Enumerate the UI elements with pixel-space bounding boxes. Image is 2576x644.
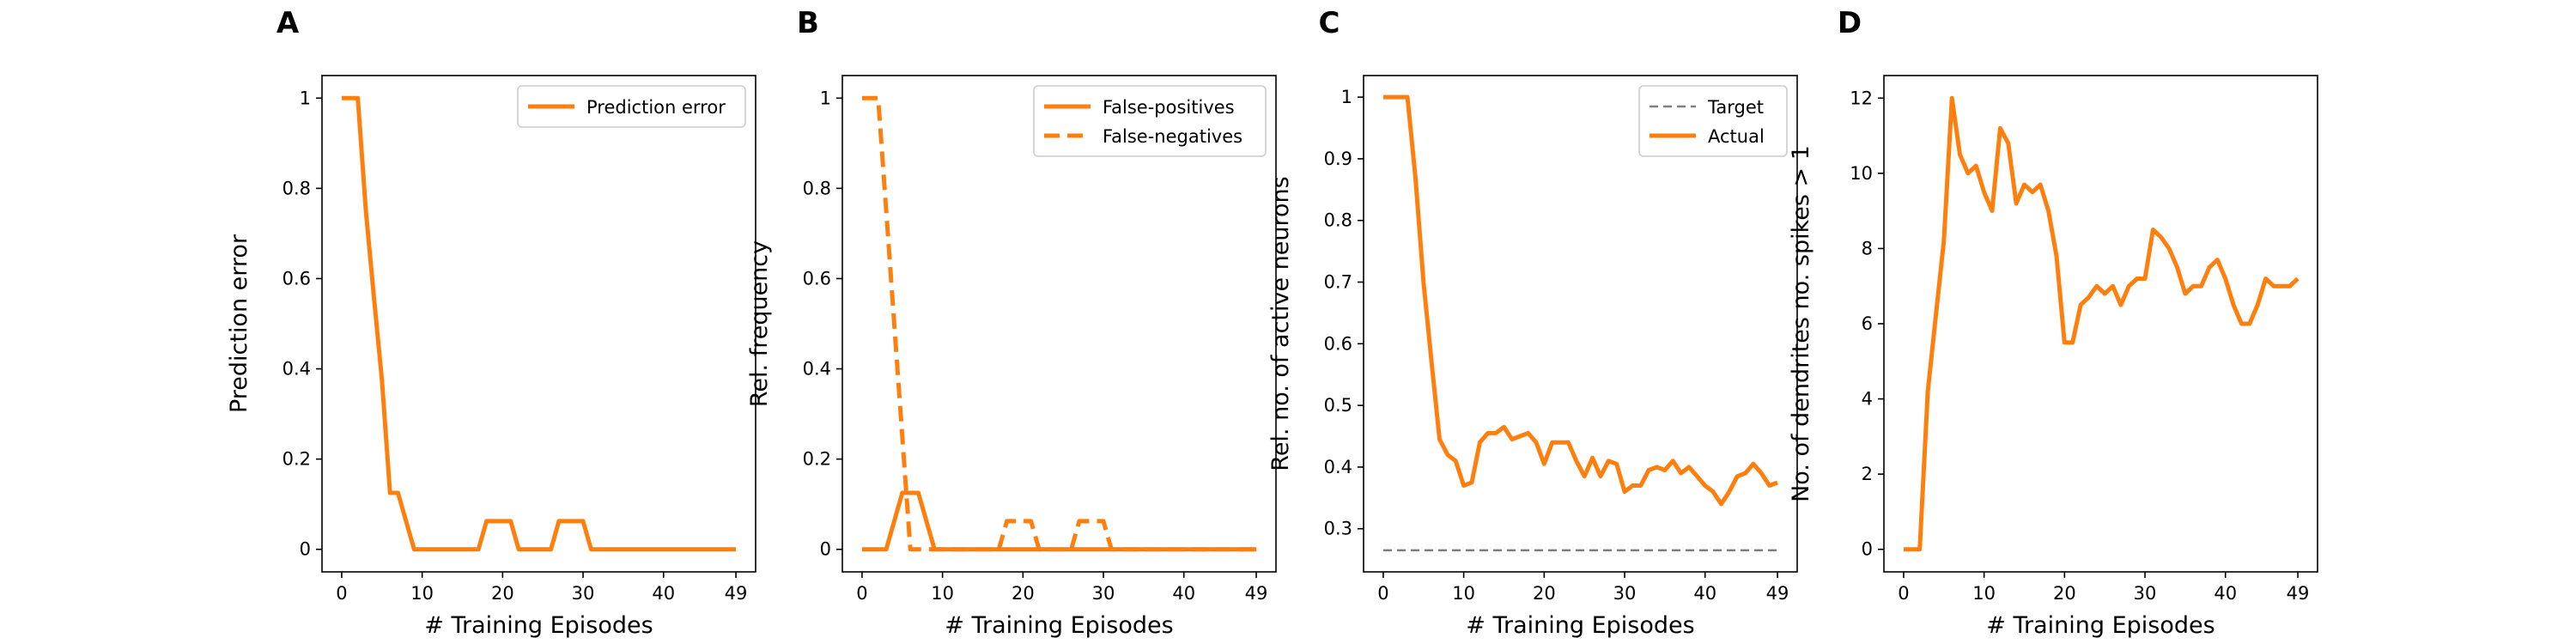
legend-label: Target bbox=[1707, 97, 1764, 118]
x-tick-label: 30 bbox=[572, 583, 595, 604]
x-tick-label: 30 bbox=[1613, 583, 1637, 604]
x-axis-label: # Training Episodes bbox=[1986, 612, 2215, 639]
panel-label: D bbox=[1838, 6, 1862, 40]
y-tick-label: 0.8 bbox=[1324, 210, 1352, 231]
y-tick-label: 0.2 bbox=[803, 449, 831, 470]
x-axis-label: # Training Episodes bbox=[1466, 612, 1694, 639]
x-tick-label: 10 bbox=[1972, 583, 1996, 604]
y-tick-label: 2 bbox=[1862, 464, 1873, 484]
panel-label: B bbox=[797, 6, 819, 40]
y-tick-label: 0 bbox=[820, 539, 831, 560]
data-line bbox=[862, 95, 1256, 552]
y-tick-label: 0.6 bbox=[1324, 333, 1352, 354]
y-tick-label: 0.6 bbox=[803, 268, 831, 289]
y-tick-label: 0.7 bbox=[1324, 272, 1352, 293]
x-tick-label: 20 bbox=[491, 583, 514, 604]
y-tick-label: 12 bbox=[1850, 88, 1873, 108]
panel-label: C bbox=[1319, 6, 1340, 40]
x-axis-label: # Training Episodes bbox=[945, 612, 1173, 639]
legend-label: Prediction error bbox=[586, 97, 726, 118]
x-tick-label: 40 bbox=[652, 583, 675, 604]
data-line bbox=[862, 490, 1256, 552]
x-tick-label: 10 bbox=[410, 583, 434, 604]
y-tick-label: 0.8 bbox=[803, 178, 831, 198]
y-tick-label: 0.3 bbox=[1324, 519, 1352, 539]
y-tick-label: 0.8 bbox=[283, 178, 311, 198]
x-tick-label: 49 bbox=[1766, 583, 1789, 604]
x-tick-label: 20 bbox=[1012, 583, 1035, 604]
legend-box bbox=[1638, 85, 1788, 157]
x-tick-label: 10 bbox=[1452, 583, 1475, 604]
y-tick-label: 0.2 bbox=[283, 449, 311, 470]
legend-box bbox=[1033, 85, 1267, 157]
data-line bbox=[1904, 95, 2300, 552]
y-tick-label: 6 bbox=[1862, 313, 1873, 334]
x-tick-label: 49 bbox=[2287, 583, 2310, 604]
y-tick-label: 0.4 bbox=[803, 359, 831, 380]
axes-frame bbox=[1363, 75, 1798, 573]
y-tick-label: 0 bbox=[300, 539, 311, 560]
y-tick-label: 8 bbox=[1862, 238, 1873, 258]
x-tick-label: 40 bbox=[1172, 583, 1195, 604]
y-tick-label: 1 bbox=[300, 88, 311, 108]
y-tick-label: 0.5 bbox=[1324, 395, 1352, 416]
y-tick-label: 4 bbox=[1862, 389, 1873, 410]
y-axis-label: Prediction error bbox=[226, 234, 252, 413]
y-tick-label: 1 bbox=[820, 88, 831, 108]
y-axis-label: Rel. frequency bbox=[746, 240, 773, 407]
x-axis-label: # Training Episodes bbox=[424, 612, 653, 639]
y-tick-label: 1 bbox=[1341, 87, 1352, 107]
y-axis-label: No. of dendrites no. spikes > 1 bbox=[1788, 145, 1814, 502]
x-tick-label: 0 bbox=[1898, 583, 1909, 604]
x-tick-label: 20 bbox=[2053, 583, 2076, 604]
axes-frame bbox=[841, 75, 1277, 573]
y-tick-label: 0.6 bbox=[283, 268, 311, 289]
x-tick-label: 49 bbox=[1245, 583, 1268, 604]
x-tick-label: 0 bbox=[1377, 583, 1388, 604]
y-tick-label: 0.9 bbox=[1324, 149, 1352, 169]
x-tick-label: 30 bbox=[2134, 583, 2157, 604]
x-tick-label: 20 bbox=[1533, 583, 1556, 604]
y-axis-label: Rel. no. of active neurons bbox=[1267, 176, 1294, 471]
y-tick-label: 0.4 bbox=[283, 359, 311, 380]
x-tick-label: 49 bbox=[725, 583, 748, 604]
axes-frame bbox=[321, 75, 756, 573]
y-tick-label: 10 bbox=[1850, 163, 1873, 184]
x-tick-label: 30 bbox=[1092, 583, 1115, 604]
data-line bbox=[1383, 94, 1778, 507]
x-tick-label: 10 bbox=[931, 583, 954, 604]
y-tick-label: 0 bbox=[1862, 539, 1873, 560]
legend-label: False-positives bbox=[1103, 97, 1235, 118]
x-tick-label: 0 bbox=[336, 583, 347, 604]
axes-frame bbox=[1883, 75, 2318, 573]
x-tick-label: 40 bbox=[2214, 583, 2237, 604]
legend-box bbox=[517, 85, 746, 128]
legend-label: False-negatives bbox=[1103, 126, 1242, 147]
y-tick-label: 0.4 bbox=[1324, 457, 1352, 477]
x-tick-label: 0 bbox=[856, 583, 867, 604]
legend-label: Actual bbox=[1708, 126, 1765, 147]
x-tick-label: 40 bbox=[1693, 583, 1716, 604]
panel-label: A bbox=[276, 6, 300, 40]
data-line bbox=[342, 95, 736, 552]
